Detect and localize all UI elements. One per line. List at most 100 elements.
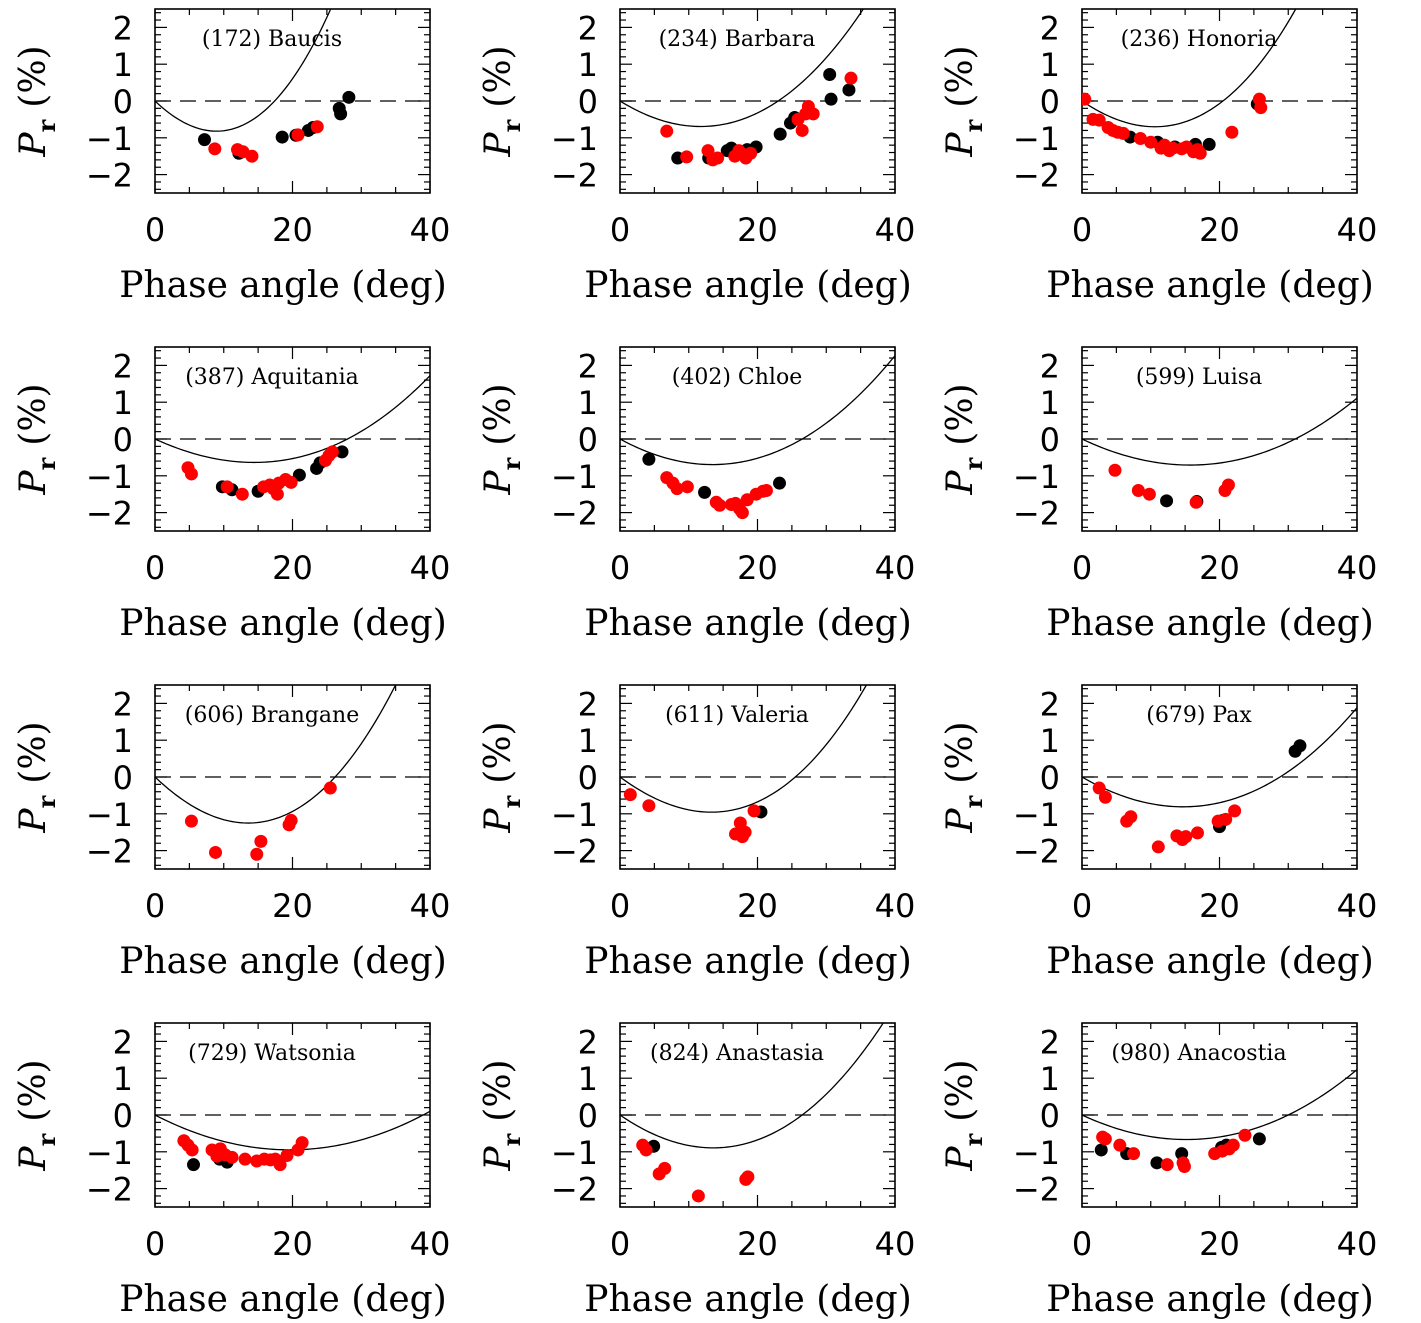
y-tick-label: −2: [86, 157, 133, 195]
data-point: [759, 484, 773, 498]
x-tick-label: 40: [1337, 887, 1378, 925]
y-tick-label: −2: [551, 495, 598, 533]
y-tick-label: 1: [578, 384, 598, 422]
panel-title: (729) Watsonia: [188, 1041, 356, 1066]
panel-title: (980) Anacostia: [1111, 1041, 1286, 1066]
y-tick-label: −2: [551, 833, 598, 871]
data-point: [642, 452, 656, 466]
data-point: [698, 485, 712, 499]
data-point: [1254, 101, 1268, 115]
y-tick-label: −1: [1013, 120, 1060, 158]
y-axis-label-symbol: P: [940, 132, 981, 158]
data-point: [691, 1189, 705, 1203]
y-tick-label: 0: [1040, 1097, 1060, 1135]
y-tick-label: 1: [1040, 384, 1060, 422]
data-point: [245, 149, 259, 163]
panel-title: (234) Barbara: [659, 27, 816, 52]
y-tick-label: −2: [551, 1171, 598, 1209]
y-tick-label: −1: [86, 458, 133, 496]
y-tick-label: 2: [1040, 685, 1060, 723]
red-series: [181, 445, 339, 501]
data-point: [806, 107, 820, 121]
panel-title: (172) Baucis: [202, 27, 342, 52]
y-axis-label-symbol: P: [940, 470, 981, 496]
y-tick-label: 1: [578, 1060, 598, 1098]
data-point: [1219, 812, 1233, 826]
data-point: [658, 1161, 672, 1175]
data-point: [642, 799, 656, 813]
x-tick-label: 20: [272, 887, 313, 925]
fit-curve: [620, 1023, 884, 1149]
y-axis-label-unit: (%): [940, 721, 981, 783]
data-point: [225, 1150, 239, 1164]
y-tick-label: −2: [551, 157, 598, 195]
x-tick-label: 40: [410, 211, 451, 249]
data-point: [310, 120, 324, 134]
x-tick-label: 20: [272, 211, 313, 249]
red-series: [1108, 463, 1235, 509]
data-point: [291, 128, 305, 142]
y-axis-label-subscript: r: [959, 1133, 988, 1146]
y-axis-label: Pr (%): [478, 45, 526, 157]
y-tick-label: −1: [1013, 458, 1060, 496]
data-point: [1094, 1143, 1108, 1157]
x-axis-label: Phase angle (deg): [1046, 265, 1374, 306]
x-axis-label: Phase angle (deg): [119, 941, 447, 982]
y-axis-label: Pr (%): [13, 383, 61, 495]
data-point: [209, 845, 222, 859]
y-tick-label: −2: [1013, 157, 1060, 195]
data-point: [735, 506, 749, 520]
data-point: [1252, 1132, 1266, 1146]
panel-title: (387) Aquitania: [185, 365, 359, 390]
y-tick-label: −2: [86, 495, 133, 533]
panel-title: (606) Brangane: [185, 703, 360, 728]
data-point: [824, 92, 838, 106]
x-tick-label: 0: [1072, 887, 1092, 925]
x-tick-label: 0: [610, 549, 630, 587]
y-tick-label: 2: [1040, 347, 1060, 385]
x-axis-label: Phase angle (deg): [119, 1279, 447, 1320]
data-point: [773, 127, 787, 141]
y-axis-label: Pr (%): [940, 45, 988, 157]
data-point: [1151, 840, 1165, 854]
data-point: [1098, 790, 1112, 804]
y-tick-label: −1: [551, 1134, 598, 1172]
y-axis-label-symbol: P: [13, 470, 54, 496]
y-axis-label-subscript: r: [497, 119, 526, 132]
x-tick-label: 40: [410, 1225, 451, 1263]
data-point: [1193, 146, 1207, 160]
x-tick-label: 40: [875, 211, 916, 249]
x-tick-label: 20: [1199, 1225, 1240, 1263]
y-axis-label-subscript: r: [32, 1133, 61, 1146]
data-point: [1293, 739, 1307, 753]
x-tick-label: 40: [1337, 211, 1378, 249]
data-point: [1092, 113, 1106, 127]
data-point: [235, 487, 249, 501]
y-axis-label-unit: (%): [13, 1059, 54, 1121]
data-point: [334, 107, 348, 121]
x-tick-label: 40: [875, 887, 916, 925]
y-axis-label: Pr (%): [13, 1059, 61, 1171]
data-point: [184, 814, 198, 828]
red-series: [177, 1134, 309, 1172]
black-series: [671, 68, 856, 165]
x-tick-label: 0: [145, 549, 165, 587]
x-tick-label: 20: [1199, 549, 1240, 587]
data-point: [623, 788, 637, 802]
y-tick-label: 0: [578, 83, 598, 121]
data-point: [744, 146, 758, 160]
red-series: [1082, 92, 1268, 160]
y-tick-label: −1: [1013, 1134, 1060, 1172]
x-tick-label: 0: [610, 211, 630, 249]
data-point: [1226, 1138, 1240, 1152]
data-point: [1098, 1132, 1112, 1146]
y-axis-label-unit: (%): [13, 721, 54, 783]
panel-title: (611) Valeria: [665, 703, 809, 728]
y-tick-label: −1: [551, 120, 598, 158]
y-tick-label: 2: [113, 1023, 133, 1061]
data-point: [1225, 125, 1239, 139]
